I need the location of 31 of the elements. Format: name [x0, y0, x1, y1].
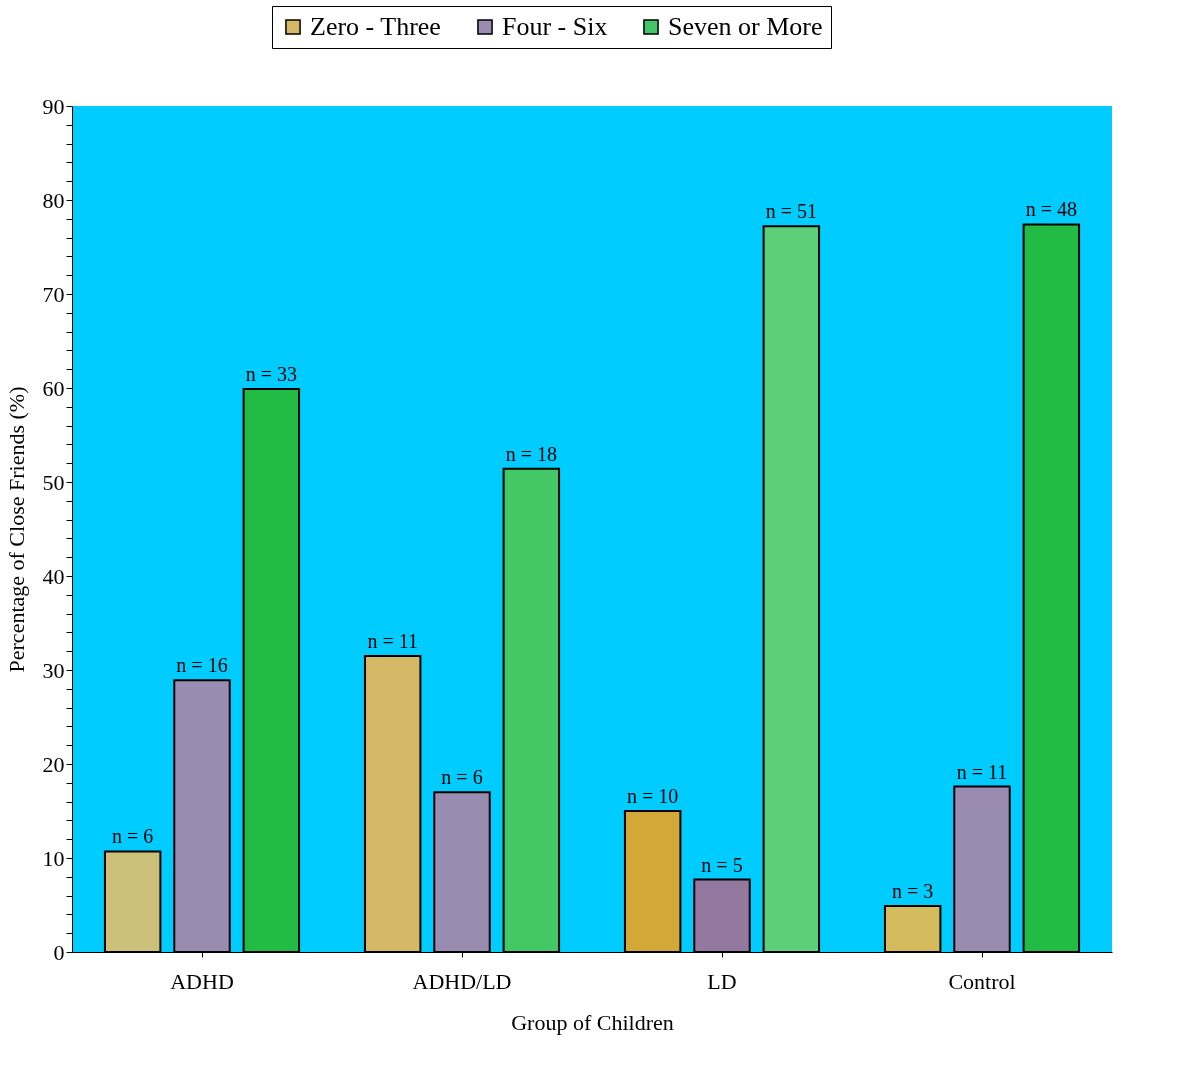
y-tick-label: 80 [42, 187, 65, 213]
annotation: n = 10 [627, 785, 679, 807]
annotation: n = 51 [765, 200, 817, 223]
annotation: n = 48 [1025, 198, 1077, 221]
x-axis-title: Group of Children [511, 1009, 674, 1035]
annotation: n = 18 [505, 442, 557, 465]
y-tick-label: 70 [42, 281, 65, 307]
y-axis-title: Percentage of Close Friends (%) [3, 386, 29, 673]
y-tick-label: 10 [42, 845, 65, 871]
x-tick-label: ADHD/LD [412, 968, 512, 994]
y-tick-label: 60 [42, 375, 65, 401]
annotation: n = 11 [956, 760, 1008, 783]
x-tick-label: LD [707, 968, 737, 994]
y-tick-label: 90 [42, 93, 65, 119]
legend-label: Four - Six [502, 12, 608, 41]
y-tick-label: 20 [42, 751, 65, 777]
annotation: n = 6 [441, 766, 483, 789]
y-tick-label: 0 [53, 939, 65, 965]
annotation: n = 16 [176, 654, 228, 677]
legend-label: Seven or More [668, 12, 823, 41]
x-tick-label: Control [948, 968, 1016, 994]
y-tick-label: 50 [42, 469, 65, 495]
annotation: n = 5 [701, 853, 743, 876]
legend-label: Zero - Three [310, 12, 441, 41]
annotation: n = 33 [245, 362, 297, 385]
x-tick-label: ADHD [170, 968, 234, 994]
annotation: n = 6 [112, 825, 154, 848]
y-tick-label: 30 [42, 657, 65, 683]
y-tick-label: 40 [42, 563, 65, 589]
annotation: n = 3 [892, 879, 934, 902]
annotation: n = 11 [367, 629, 418, 652]
